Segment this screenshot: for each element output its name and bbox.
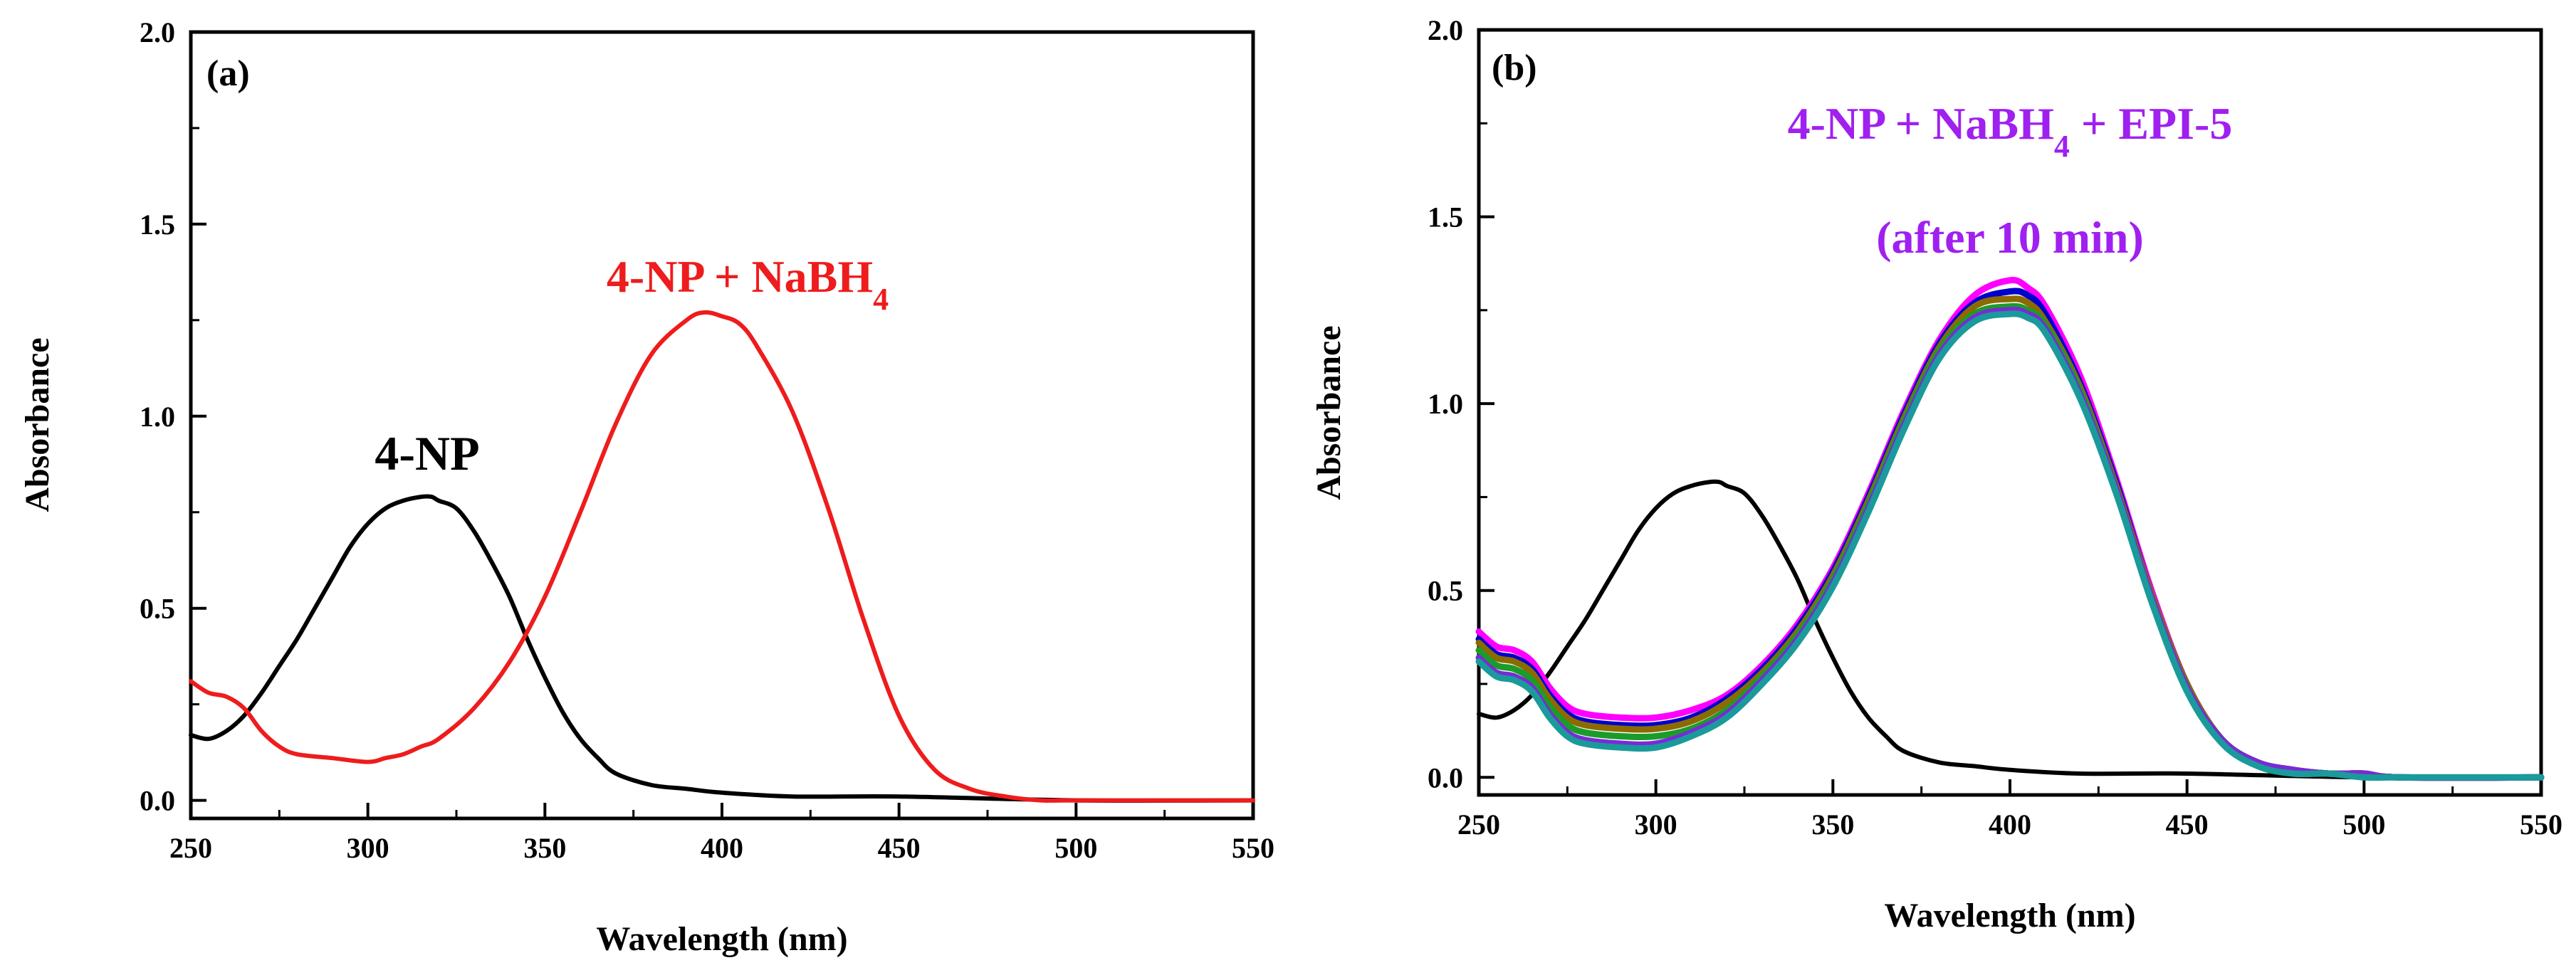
panel-a-ytick-label: 0.0 [140, 785, 175, 817]
panel-b-xtick-label: 400 [1989, 808, 2031, 840]
panel-a-tick-labels: 250 300 350 400 450 500 550 0.0 0.5 1.0 1.5 2.0 [140, 16, 1274, 864]
panel-a-ytick-label: 1.0 [140, 401, 175, 433]
panel-b-xtick-label: 550 [2520, 808, 2562, 840]
annotation-4np: 4-NP [375, 426, 479, 480]
panel-b-series-run-5 [1475, 307, 2545, 781]
annotation-epi5-title: 4-NP + NaBH4 + EPI-5 [1788, 98, 2233, 164]
panel-b-series-run-4 [1475, 302, 2545, 781]
panel-a-xtick-label: 450 [878, 832, 921, 864]
panel-b-xlabel: Wavelength (nm) [1884, 897, 2135, 934]
panel-b-xtick-label: 500 [2342, 808, 2385, 840]
panel-a-xtick-label: 550 [1232, 832, 1274, 864]
panel-b-series-run-6 [1475, 310, 2545, 781]
panel-a-xlabel: Wavelength (nm) [596, 920, 847, 958]
panel-a-label: (a) [206, 53, 250, 94]
panel-b-ytick-label: 1.5 [1428, 201, 1463, 233]
annotation-4np-nabh4-subscript: 4 [873, 282, 889, 317]
panel-b-series [1475, 277, 2545, 781]
panel-a: 250 300 350 400 450 500 550 0.0 0.5 1.0 1.5 2.0 (a)… [19, 16, 1274, 958]
panel-b-series-run-3 [1475, 295, 2545, 781]
panel-a-series-4-np-nabh4 [189, 310, 1255, 803]
panel-b-series-4-np [1477, 479, 2543, 780]
panel-b-ytick-label: 1.0 [1428, 388, 1463, 420]
annotation-epi5-subscript: 4 [2054, 129, 2070, 164]
panel-a-xtick-label: 400 [701, 832, 743, 864]
annotation-4np-nabh4: 4-NP + NaBH4 [607, 251, 889, 317]
annotation-epi5-suffix: + EPI-5 [2070, 98, 2232, 149]
panel-b-ticks [1477, 28, 2543, 795]
panel-a-ticks [189, 31, 1255, 818]
panel-a-ytick-label: 0.5 [140, 593, 175, 625]
panel-b: 250 300 350 400 450 500 550 0.0 0.5 1.0 1.5 2.0 (b)… [1310, 14, 2562, 934]
panel-b-tick-labels: 250 300 350 400 450 500 550 0.0 0.5 1.0 1.5 2.0 [1428, 14, 2562, 840]
panel-b-ytick-label: 0.5 [1428, 575, 1463, 607]
panel-b-xtick-label: 350 [1811, 808, 1854, 840]
annotation-4np-nabh4-main: 4-NP + NaBH [607, 251, 873, 302]
panel-b-xtick-label: 250 [1457, 808, 1500, 840]
panel-a-ylabel: Absorbance [19, 337, 56, 512]
panel-b-ytick-label: 2.0 [1428, 14, 1463, 46]
panel-a-series [189, 310, 1255, 803]
panel-a-xtick-label: 300 [347, 832, 389, 864]
panel-b-ytick-label: 0.0 [1428, 761, 1463, 794]
annotation-after-10-min: (after 10 min) [1876, 212, 2144, 263]
panel-b-ylabel: Absorbance [1310, 325, 1348, 500]
panel-a-ytick-label: 2.0 [140, 16, 175, 48]
panel-a-xtick-label: 350 [523, 832, 566, 864]
panel-a-ytick-label: 1.5 [140, 209, 175, 241]
panel-a-series-4-np [189, 494, 1255, 803]
annotation-epi5-main: 4-NP + NaBH [1788, 98, 2054, 149]
panel-a-xtick-label: 250 [169, 832, 212, 864]
panel-a-frame [189, 30, 1255, 821]
panel-b-label: (b) [1492, 48, 1537, 88]
panel-a-xtick-label: 500 [1054, 832, 1097, 864]
panel-b-xtick-label: 450 [2166, 808, 2209, 840]
panel-b-xtick-label: 300 [1635, 808, 1677, 840]
